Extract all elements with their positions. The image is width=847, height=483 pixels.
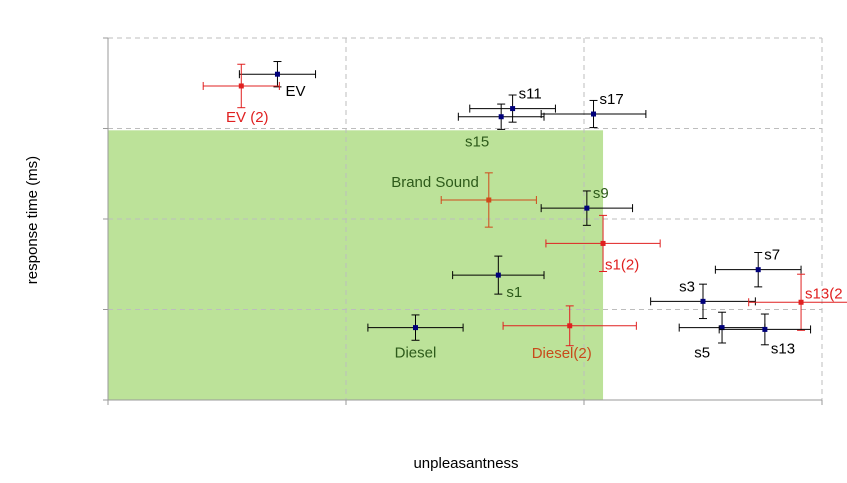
data-point-marker <box>567 323 573 329</box>
data-point-label: s1 <box>506 284 522 301</box>
data-point-group <box>238 61 317 88</box>
data-point-marker <box>600 240 606 246</box>
data-point-group <box>457 103 545 130</box>
data-point-marker <box>412 325 418 331</box>
data-point-label: s11 <box>519 86 542 103</box>
data-point-label: s15 <box>465 134 489 151</box>
data-point-group <box>540 190 634 226</box>
data-point-marker <box>700 298 706 304</box>
data-point-label: s17 <box>600 91 624 108</box>
data-point-group <box>452 255 545 295</box>
data-point-label: EV <box>285 83 305 100</box>
data-point-marker <box>719 325 725 331</box>
label-layer: EV EV (2) s11 s15 s17 Brand Sound s9 s1(2) s1 Die… <box>226 83 843 362</box>
data-point-marker <box>755 267 761 273</box>
data-point-group <box>748 273 847 331</box>
data-point-label: EV (2) <box>226 109 269 126</box>
data-point-group <box>540 99 647 129</box>
data-point-marker <box>510 106 516 112</box>
data-layer <box>202 61 847 347</box>
data-point-label: s3 <box>679 278 695 295</box>
data-point-group <box>367 314 464 341</box>
axis-layer <box>103 37 823 405</box>
data-point-group <box>502 305 637 347</box>
data-point-label: s7 <box>764 247 780 264</box>
highlight-region <box>108 130 604 400</box>
data-point-group <box>718 313 812 346</box>
data-point-marker <box>498 114 504 120</box>
data-point-marker <box>762 326 768 332</box>
data-point-marker <box>591 111 597 117</box>
x-axis-title: unpleasantness <box>413 455 518 472</box>
data-point-marker <box>495 272 501 278</box>
data-point-group <box>202 63 280 109</box>
data-point-marker <box>486 197 492 203</box>
data-point-label: Brand Sound <box>391 174 479 191</box>
data-point-marker <box>238 83 244 89</box>
y-axis-title: response time (ms) <box>24 156 41 284</box>
data-point-group <box>469 94 556 123</box>
data-point-label: s5 <box>694 345 710 362</box>
data-point-marker <box>274 71 280 77</box>
data-point-label: s13 <box>771 340 795 357</box>
data-point-label: Diesel <box>395 345 437 362</box>
data-point-label: s1(2) <box>605 256 639 273</box>
highlight-region-layer <box>108 130 604 400</box>
data-point-group <box>650 283 756 320</box>
data-point-group <box>545 214 661 272</box>
data-point-label: Diesel(2) <box>532 345 592 362</box>
data-point-label: s13(2 <box>805 285 843 302</box>
data-point-label: s9 <box>593 185 609 202</box>
data-point-group <box>714 251 802 288</box>
data-point-marker <box>584 205 590 211</box>
data-point-group <box>440 172 537 228</box>
data-point-marker <box>798 299 804 305</box>
